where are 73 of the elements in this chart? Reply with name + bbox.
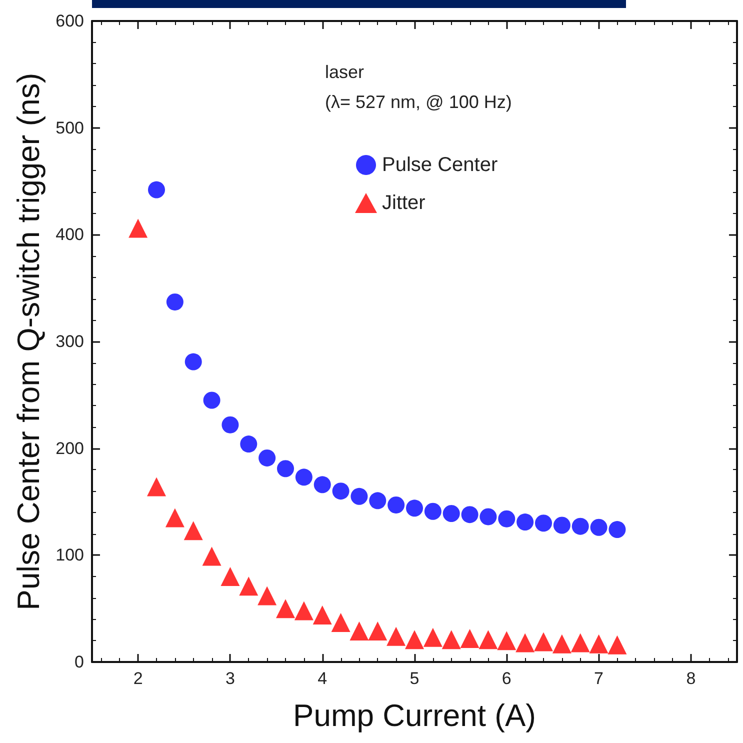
point bbox=[516, 633, 535, 652]
point bbox=[516, 514, 534, 531]
point bbox=[589, 634, 608, 654]
x-tick-label: 2 bbox=[133, 669, 143, 688]
point bbox=[184, 521, 203, 540]
point bbox=[203, 392, 220, 409]
x-tick-label: 6 bbox=[502, 669, 512, 688]
point bbox=[405, 630, 424, 650]
point bbox=[332, 482, 350, 500]
point bbox=[608, 521, 626, 538]
point bbox=[423, 628, 442, 647]
y-tick-label: 600 bbox=[56, 12, 84, 30]
legend-label: Jitter bbox=[382, 192, 426, 214]
point bbox=[461, 506, 478, 524]
point bbox=[368, 622, 388, 641]
point bbox=[406, 500, 423, 517]
y-tick-label: 300 bbox=[56, 332, 84, 351]
point bbox=[608, 635, 627, 654]
point bbox=[553, 516, 570, 534]
point bbox=[258, 586, 277, 606]
point bbox=[424, 502, 442, 520]
legend-label: Pulse Center bbox=[382, 154, 498, 176]
x-axis-title: Pump Current (A) bbox=[293, 698, 536, 733]
point bbox=[460, 628, 480, 648]
point bbox=[478, 630, 498, 650]
point bbox=[220, 567, 240, 586]
point bbox=[442, 630, 461, 650]
point bbox=[240, 436, 258, 453]
point bbox=[535, 514, 552, 532]
point bbox=[239, 576, 258, 596]
point bbox=[276, 599, 295, 618]
point bbox=[350, 622, 369, 641]
point bbox=[277, 460, 294, 478]
point bbox=[350, 488, 368, 505]
annotation: (λ= 527 nm, @ 100 Hz) bbox=[325, 92, 512, 112]
x-tick-label: 3 bbox=[225, 669, 235, 688]
point bbox=[202, 546, 222, 566]
point bbox=[570, 633, 590, 652]
point bbox=[369, 492, 386, 510]
point bbox=[294, 601, 314, 620]
y-tick-label: 500 bbox=[56, 118, 84, 138]
point bbox=[295, 468, 312, 486]
point bbox=[166, 293, 184, 310]
point bbox=[442, 505, 460, 522]
y-tick-label: 200 bbox=[56, 438, 84, 458]
point bbox=[314, 476, 331, 494]
point bbox=[148, 181, 165, 198]
y-tick-label: 100 bbox=[56, 546, 84, 565]
point bbox=[534, 632, 553, 652]
y-tick-label: 0 bbox=[74, 652, 84, 672]
point bbox=[184, 353, 202, 370]
point bbox=[312, 605, 332, 624]
annotation: laser bbox=[325, 62, 364, 82]
point bbox=[147, 477, 166, 496]
x-tick-label: 7 bbox=[594, 669, 604, 688]
point bbox=[590, 518, 608, 536]
point bbox=[258, 449, 276, 466]
point bbox=[480, 508, 497, 526]
point bbox=[497, 631, 516, 650]
point bbox=[222, 416, 239, 434]
x-tick-label: 8 bbox=[686, 669, 696, 688]
y-tick-label: 400 bbox=[56, 225, 84, 244]
x-tick-label: 4 bbox=[318, 669, 328, 688]
point bbox=[388, 496, 405, 514]
point bbox=[128, 218, 148, 238]
point bbox=[498, 510, 516, 528]
x-tick-label: 5 bbox=[410, 669, 420, 688]
point bbox=[572, 518, 589, 535]
point bbox=[552, 634, 572, 654]
y-axis-title: Pulse Center from Q-switch trigger (ns) bbox=[11, 72, 46, 610]
point bbox=[165, 508, 184, 528]
point bbox=[331, 612, 350, 632]
point bbox=[386, 626, 406, 646]
